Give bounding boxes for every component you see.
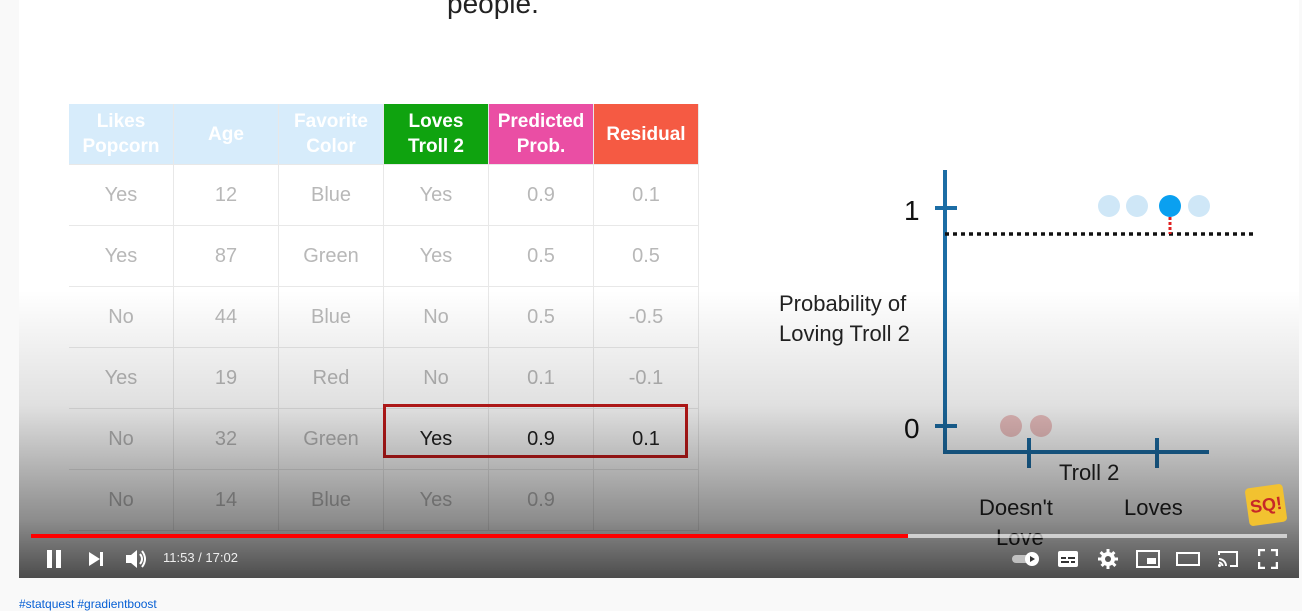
table-cell: Blue: [278, 286, 384, 348]
table-cell: 0.1: [488, 347, 594, 409]
miniplayer-icon: [1136, 550, 1160, 568]
table-cell: No: [383, 286, 489, 348]
table-header-row: Likes Popcorn Age Favorite Color Loves Trol…: [69, 104, 699, 165]
probability-plot: 1 0 Probability of Loving Troll 2 Troll …: [779, 170, 1254, 550]
header-age: Age: [173, 104, 279, 165]
table-cell: No: [69, 469, 174, 531]
table-cell: Yes: [69, 347, 174, 409]
table-cell: Blue: [278, 469, 384, 531]
data-point-faded: [1000, 415, 1022, 437]
pause-button[interactable]: [39, 544, 69, 574]
table-cell: 0.1: [593, 164, 699, 226]
fullscreen-button[interactable]: [1253, 544, 1283, 574]
subtitles-icon: [1058, 551, 1078, 567]
table-cell: 0.5: [593, 225, 699, 287]
miniplayer-button[interactable]: [1133, 544, 1163, 574]
settings-button[interactable]: [1093, 544, 1123, 574]
theater-mode-button[interactable]: [1173, 544, 1203, 574]
table-cell: 12: [173, 164, 279, 226]
table-cell: Green: [278, 225, 384, 287]
hashtag-link[interactable]: #statquest: [19, 597, 75, 611]
subtitles-button[interactable]: [1053, 544, 1083, 574]
data-point-highlighted: [1159, 195, 1181, 217]
data-point-faded: [1188, 195, 1210, 217]
header-favorite-color: Favorite Color: [278, 104, 384, 165]
table-cell: 0.5: [488, 286, 594, 348]
header-likes-popcorn: Likes Popcorn: [69, 104, 174, 165]
x-category-loves: Loves: [1124, 495, 1183, 520]
table-row: Yes 12 Blue Yes 0.9 0.1: [69, 164, 699, 226]
header-residual: Residual: [593, 104, 699, 165]
volume-icon: [126, 550, 146, 568]
table-cell: 87: [173, 225, 279, 287]
table-cell: 0.9: [488, 164, 594, 226]
table-cell: Yes: [383, 164, 489, 226]
autoplay-toggle-icon: [1012, 552, 1039, 566]
data-point-faded: [1126, 195, 1148, 217]
table-cell: 44: [173, 286, 279, 348]
volume-button[interactable]: [121, 544, 151, 574]
table-cell: Yes: [69, 164, 174, 226]
slide-caption-left: people.: [447, 0, 539, 19]
hashtag-link[interactable]: #gradientboost: [77, 597, 157, 611]
table-cell: Yes: [69, 225, 174, 287]
table-cell: 0.5: [488, 225, 594, 287]
table-cell: Blue: [278, 164, 384, 226]
table-cell: 32: [173, 408, 279, 470]
x-category-doesnt-love-line1: Doesn't: [979, 495, 1053, 520]
table-cell: -0.1: [593, 347, 699, 409]
table-cell: 19: [173, 347, 279, 409]
table-row: No 14 Blue Yes 0.9: [69, 469, 699, 531]
progress-played: [31, 534, 908, 538]
table-cell: Yes: [383, 469, 489, 531]
player-controls: 11:53 / 17:02: [19, 540, 1299, 578]
video-hashtags: #statquest #gradientboost: [19, 597, 160, 611]
y-axis-label-line2: Loving Troll 2: [779, 321, 910, 346]
cast-button[interactable]: [1213, 544, 1243, 574]
y-tick-label-0: 0: [904, 413, 920, 444]
table-cell: Red: [278, 347, 384, 409]
gear-icon: [1098, 549, 1118, 569]
progress-bar[interactable]: [31, 534, 1287, 538]
header-predicted-prob: Predicted Prob.: [488, 104, 594, 165]
x-axis-label: Troll 2: [1059, 460, 1119, 485]
data-point-faded: [1098, 195, 1120, 217]
data-table: Likes Popcorn Age Favorite Color Loves Trol…: [69, 104, 699, 531]
table-cell: 0.1: [593, 408, 699, 470]
next-button[interactable]: [81, 544, 111, 574]
table-cell: No: [383, 347, 489, 409]
y-axis-label-line1: Probability of: [779, 291, 907, 316]
data-point-faded: [1030, 415, 1052, 437]
table-cell: No: [69, 408, 174, 470]
table-row: Yes 87 Green Yes 0.5 0.5: [69, 225, 699, 287]
autoplay-toggle[interactable]: [1009, 544, 1043, 574]
table-row: No 32 Green Yes 0.9 0.1: [69, 408, 699, 470]
table-cell: 14: [173, 469, 279, 531]
table-row: No 44 Blue No 0.5 -0.5: [69, 286, 699, 348]
y-tick-label-1: 1: [904, 195, 920, 226]
next-icon: [89, 552, 103, 566]
theater-icon: [1176, 552, 1200, 566]
table-cell: [593, 469, 699, 531]
header-loves-troll2: Loves Troll 2: [383, 104, 489, 165]
time-display: 11:53 / 17:02: [163, 550, 238, 565]
video-frame: people. Likes Popcorn Age Favorite Color L…: [19, 0, 1299, 578]
video-player[interactable]: people. Likes Popcorn Age Favorite Color L…: [19, 0, 1299, 578]
table-row: Yes 19 Red No 0.1 -0.1: [69, 347, 699, 409]
table-cell: Green: [278, 408, 384, 470]
channel-watermark[interactable]: SQ!: [1244, 483, 1288, 527]
table-cell: No: [69, 286, 174, 348]
cast-icon: [1218, 551, 1238, 567]
table-cell: 0.9: [488, 408, 594, 470]
fullscreen-icon: [1258, 549, 1278, 569]
table-cell: Yes: [383, 225, 489, 287]
table-cell: -0.5: [593, 286, 699, 348]
table-cell: 0.9: [488, 469, 594, 531]
pause-icon: [47, 550, 61, 568]
table-cell: Yes: [383, 408, 489, 470]
